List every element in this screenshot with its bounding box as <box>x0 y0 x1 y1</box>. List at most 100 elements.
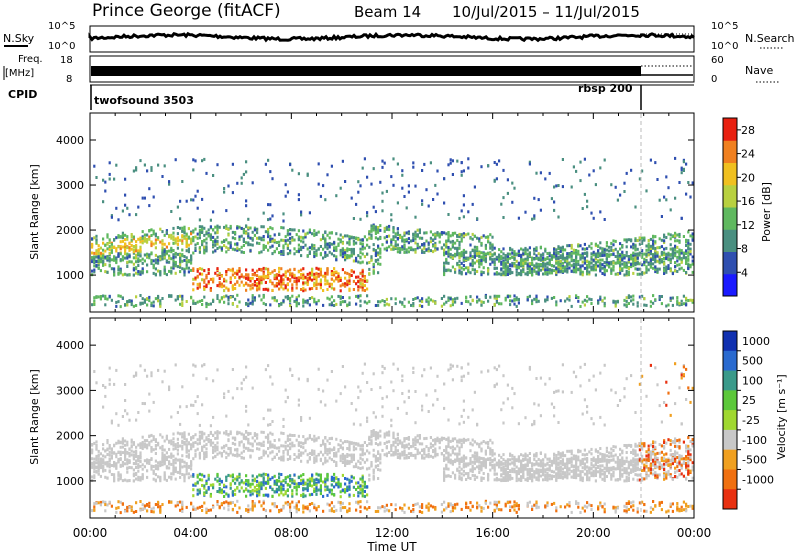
power-cell <box>583 242 586 246</box>
power-cell <box>588 260 591 264</box>
velocity-cell <box>104 449 107 453</box>
power-cell <box>339 253 342 257</box>
velocity-cell <box>102 447 105 451</box>
power-cell <box>192 168 195 172</box>
velocity-cell <box>121 415 124 418</box>
velocity-cell <box>137 469 140 473</box>
power-cell <box>449 297 452 301</box>
velocity-cell <box>201 430 204 434</box>
power-cell <box>493 296 496 300</box>
velocity-cell <box>198 453 201 457</box>
velocity-cell <box>185 443 188 447</box>
power-cell <box>517 261 520 265</box>
power-cell <box>414 297 417 300</box>
velocity-cell <box>227 501 230 505</box>
velocity-cell <box>242 489 245 493</box>
power-cell <box>451 231 454 235</box>
power-cell <box>271 252 274 256</box>
velocity-cell <box>135 462 138 466</box>
power-cell <box>638 262 641 266</box>
power-cell <box>432 238 435 242</box>
power-cell <box>326 269 329 273</box>
power-cell <box>570 304 573 308</box>
power-cell <box>531 270 534 273</box>
power-cell <box>260 238 263 242</box>
power-cell <box>456 250 459 254</box>
velocity-cell <box>159 510 162 514</box>
power-cell <box>121 233 124 237</box>
power-cell <box>346 271 349 275</box>
power-cell <box>480 235 483 239</box>
velocity-cell <box>196 506 199 510</box>
velocity-cell <box>229 474 232 478</box>
power-cell <box>434 247 437 251</box>
velocity-cell <box>185 462 188 466</box>
power-cell <box>403 240 406 244</box>
power-cell <box>434 241 437 245</box>
power-cell <box>555 271 558 275</box>
velocity-cell <box>110 464 113 467</box>
power-cell <box>418 245 421 249</box>
power-cell <box>394 297 397 301</box>
power-cell <box>297 193 300 197</box>
power-cell <box>183 258 186 262</box>
power-cell <box>126 252 129 256</box>
power-cell <box>212 174 215 177</box>
power-cell <box>434 235 437 239</box>
velocity-cell <box>223 495 226 498</box>
power-cell <box>181 248 184 252</box>
power-cell <box>278 287 281 291</box>
power-cell <box>489 243 492 247</box>
velocity-cell <box>192 483 195 487</box>
velocity-cell <box>203 486 206 490</box>
velocity-cell <box>174 443 177 447</box>
velocity-cell <box>121 451 124 455</box>
velocity-cell <box>181 503 184 507</box>
power-cell <box>440 246 443 250</box>
power-cell <box>522 252 525 256</box>
power-cell <box>137 270 140 273</box>
power-cell <box>203 226 206 230</box>
power-cell <box>374 249 377 253</box>
power-cell <box>535 294 538 298</box>
power-cell <box>209 287 212 291</box>
velocity-cell <box>150 449 153 453</box>
power-cell <box>603 270 606 274</box>
power-cell <box>196 232 199 236</box>
power-cell <box>102 248 105 252</box>
velocity-cell <box>179 432 182 436</box>
power-cell <box>489 252 492 256</box>
power-cell <box>121 296 124 300</box>
power-cell <box>654 252 657 256</box>
power-cell <box>676 270 679 273</box>
power-cell <box>203 295 206 299</box>
power-cell <box>251 237 254 240</box>
power-cell <box>451 254 454 258</box>
power-cell <box>691 255 694 259</box>
velocity-cell <box>148 459 151 463</box>
power-cell <box>458 252 461 256</box>
power-cell <box>414 233 417 237</box>
velocity-cell <box>238 431 241 435</box>
velocity-cell <box>110 454 113 458</box>
velocity-cell <box>212 456 215 460</box>
power-cell <box>443 302 446 306</box>
power-cell <box>625 303 628 307</box>
velocity-cell <box>223 506 226 510</box>
power-cell <box>251 181 254 185</box>
power-cell <box>531 302 534 306</box>
velocity-cell <box>245 494 248 498</box>
power-cell <box>652 301 655 305</box>
power-cell <box>289 299 292 303</box>
power-cell <box>528 246 531 250</box>
power-cell <box>625 171 628 175</box>
power-cell <box>575 249 578 252</box>
power-cell <box>671 256 674 260</box>
power-cell <box>548 261 551 265</box>
power-cell <box>667 267 670 270</box>
power-cell <box>315 231 318 235</box>
velocity-cell <box>247 440 250 443</box>
power-cell <box>297 270 300 274</box>
velocity-cell <box>126 462 129 466</box>
power-cell <box>135 249 138 253</box>
